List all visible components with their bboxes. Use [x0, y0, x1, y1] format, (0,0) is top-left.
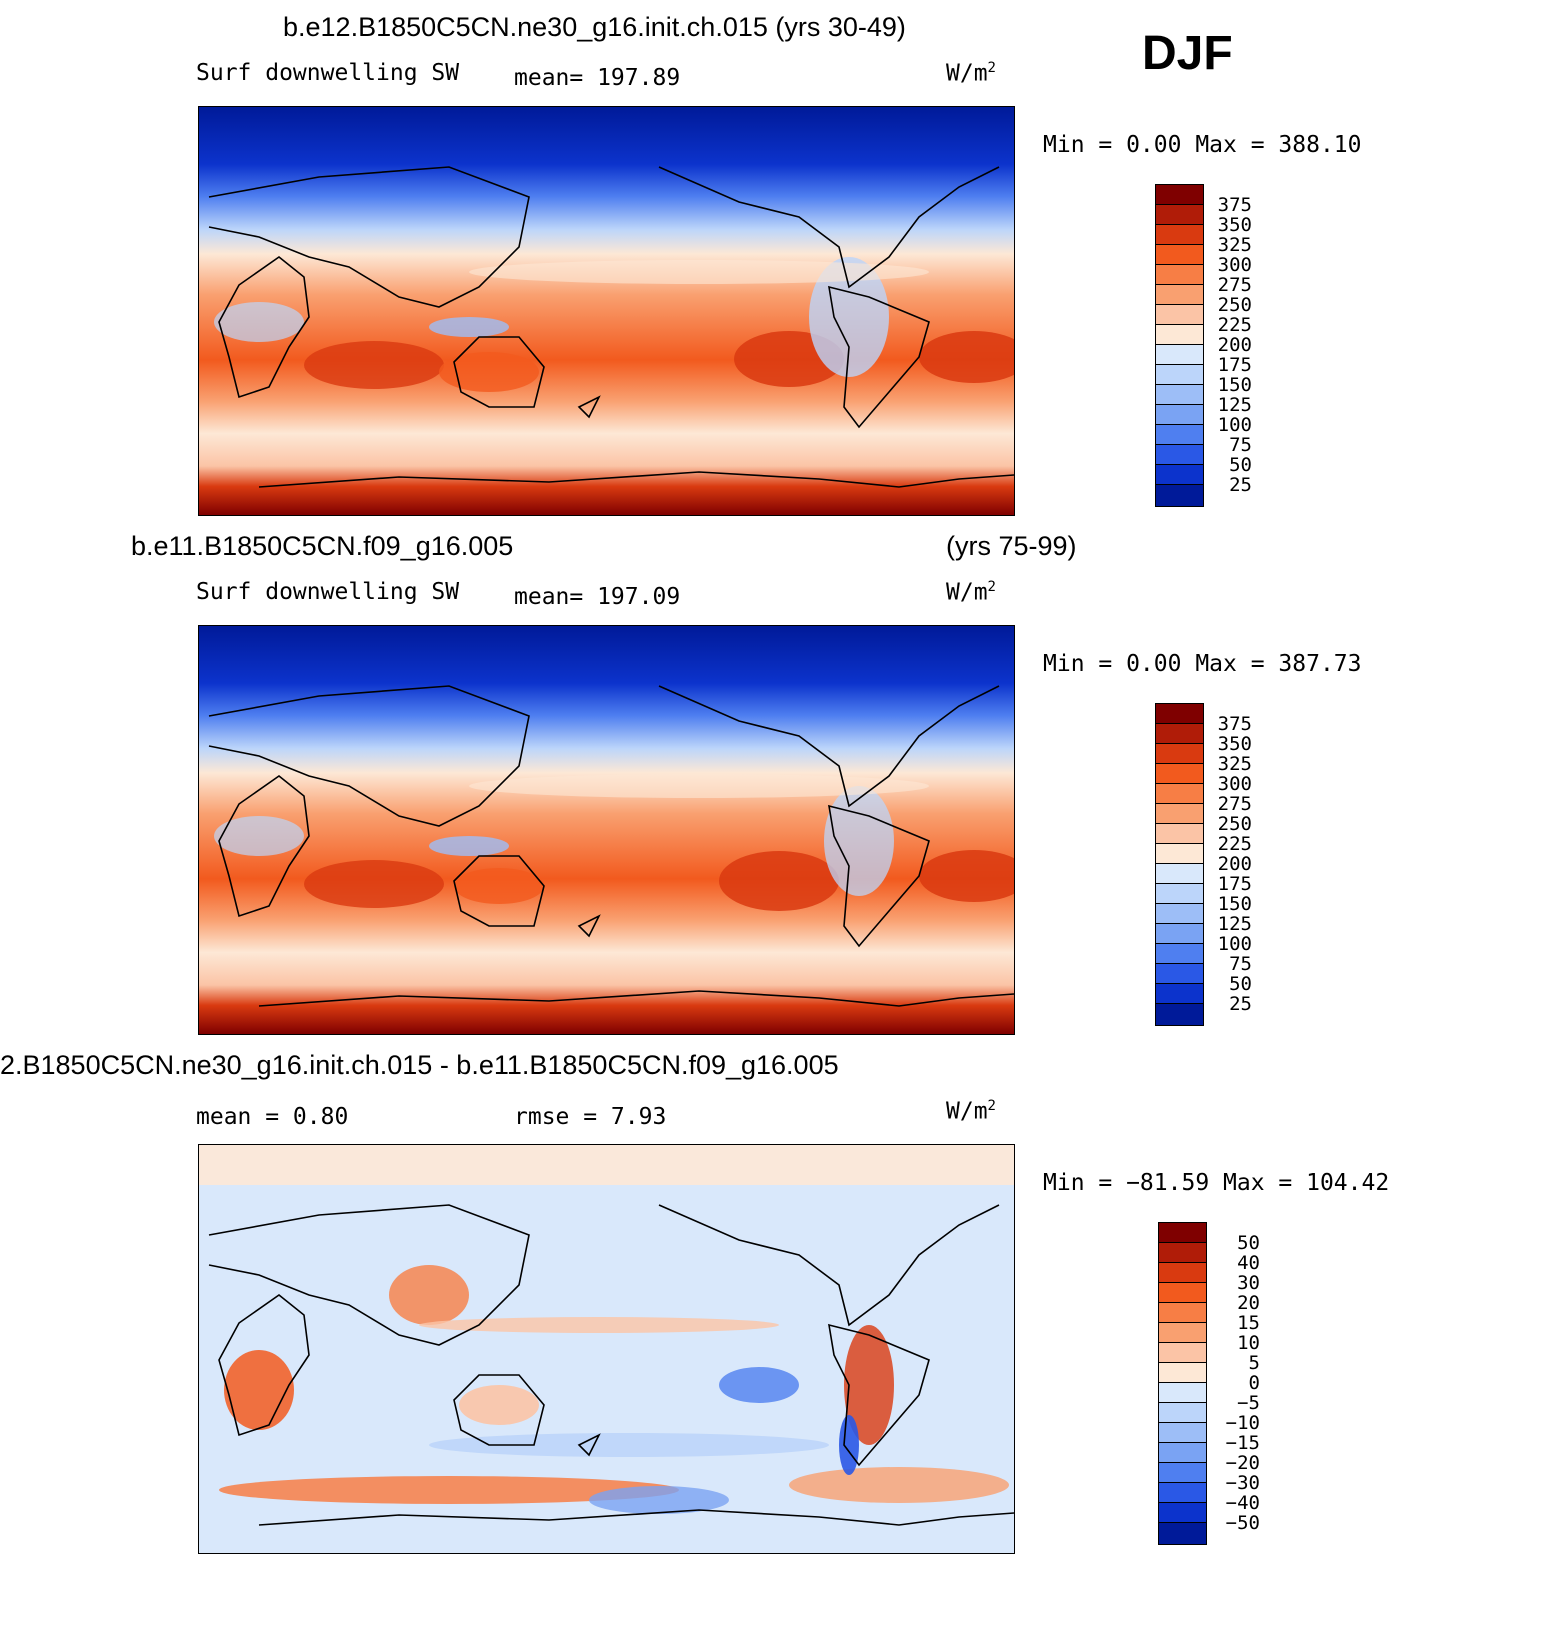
panel1-mean: mean= 197.89 — [514, 65, 681, 91]
tick-label: 375 — [1217, 194, 1252, 216]
tick-label: 75 — [1229, 434, 1252, 456]
tick-label: 25 — [1229, 993, 1252, 1015]
tick-label: −30 — [1225, 1472, 1260, 1494]
tick-label: 150 — [1217, 374, 1252, 396]
panel2-title: b.e11.B1850C5CN.f09_g16.005 — [131, 531, 514, 561]
panel3-title: 2.B1850C5CN.ne30_g16.init.ch.015 - b.e11… — [0, 1050, 839, 1080]
panel2-units: W/m2 — [946, 579, 996, 606]
panel3-colorbar — [1158, 1222, 1207, 1545]
panel2-title-years: (yrs 75-99) — [946, 531, 1077, 561]
tick-label: 325 — [1217, 234, 1252, 256]
tick-label: −10 — [1225, 1412, 1260, 1434]
panel1-units: W/m2 — [946, 60, 996, 87]
tick-label: 225 — [1217, 833, 1252, 855]
panel2-variable: Surf downwelling SW — [196, 579, 460, 605]
tick-label: 175 — [1217, 873, 1252, 895]
panel1-colorbar-labels: 375 350 325 300 275 250 225 200 175 150 … — [1210, 184, 1252, 514]
tick-label: 50 — [1237, 1232, 1260, 1254]
panel3-colorbar-labels: 50 40 30 20 15 10 5 0 −5 −10 −15 −20 −30… — [1212, 1222, 1260, 1552]
tick-label: 275 — [1217, 274, 1252, 296]
panel3-map — [198, 1144, 1015, 1554]
panel3-range: Min = −81.59 Max = 104.42 — [1043, 1170, 1390, 1196]
tick-label: 5 — [1248, 1352, 1260, 1374]
panel1-variable: Surf downwelling SW — [196, 60, 460, 86]
tick-label: 40 — [1237, 1252, 1260, 1274]
panel1-range: Min = 0.00 Max = 388.10 — [1043, 132, 1362, 158]
tick-label: 300 — [1217, 254, 1252, 276]
tick-label: 175 — [1217, 354, 1252, 376]
tick-label: 250 — [1217, 813, 1252, 835]
panel1-title: b.e12.B1850C5CN.ne30_g16.init.ch.015 (yr… — [283, 12, 906, 42]
panel3-units: W/m2 — [946, 1098, 996, 1125]
tick-label: −40 — [1225, 1492, 1260, 1514]
panel2-colorbar-labels: 375 350 325 300 275 250 225 200 175 150 … — [1210, 703, 1252, 1033]
tick-label: −5 — [1237, 1392, 1260, 1414]
panel2-range: Min = 0.00 Max = 387.73 — [1043, 651, 1362, 677]
tick-label: 20 — [1237, 1292, 1260, 1314]
season-label: DJF — [1142, 27, 1233, 80]
tick-label: 75 — [1229, 953, 1252, 975]
panel1-map — [198, 106, 1015, 516]
tick-label: 325 — [1217, 753, 1252, 775]
tick-label: −15 — [1225, 1432, 1260, 1454]
tick-label: 250 — [1217, 294, 1252, 316]
tick-label: 50 — [1229, 973, 1252, 995]
tick-label: 10 — [1237, 1332, 1260, 1354]
panel2-mean: mean= 197.09 — [514, 584, 681, 610]
panel3-rmse: rmse = 7.93 — [514, 1104, 667, 1130]
tick-label: −50 — [1225, 1512, 1260, 1534]
tick-label: 25 — [1229, 474, 1252, 496]
tick-label: 350 — [1217, 214, 1252, 236]
tick-label: 0 — [1248, 1372, 1260, 1394]
tick-label: 375 — [1217, 713, 1252, 735]
tick-label: 200 — [1217, 334, 1252, 356]
tick-label: −20 — [1225, 1452, 1260, 1474]
tick-label: 100 — [1217, 414, 1252, 436]
tick-label: 125 — [1217, 394, 1252, 416]
tick-label: 15 — [1237, 1312, 1260, 1334]
tick-label: 100 — [1217, 933, 1252, 955]
tick-label: 30 — [1237, 1272, 1260, 1294]
panel3-mean: mean = 0.80 — [196, 1104, 349, 1130]
panel2-map — [198, 625, 1015, 1035]
tick-label: 300 — [1217, 773, 1252, 795]
tick-label: 125 — [1217, 913, 1252, 935]
tick-label: 150 — [1217, 893, 1252, 915]
tick-label: 225 — [1217, 314, 1252, 336]
tick-label: 50 — [1229, 454, 1252, 476]
tick-label: 275 — [1217, 793, 1252, 815]
tick-label: 200 — [1217, 853, 1252, 875]
panel2-colorbar — [1155, 703, 1204, 1026]
tick-label: 350 — [1217, 733, 1252, 755]
panel1-colorbar — [1155, 184, 1204, 507]
